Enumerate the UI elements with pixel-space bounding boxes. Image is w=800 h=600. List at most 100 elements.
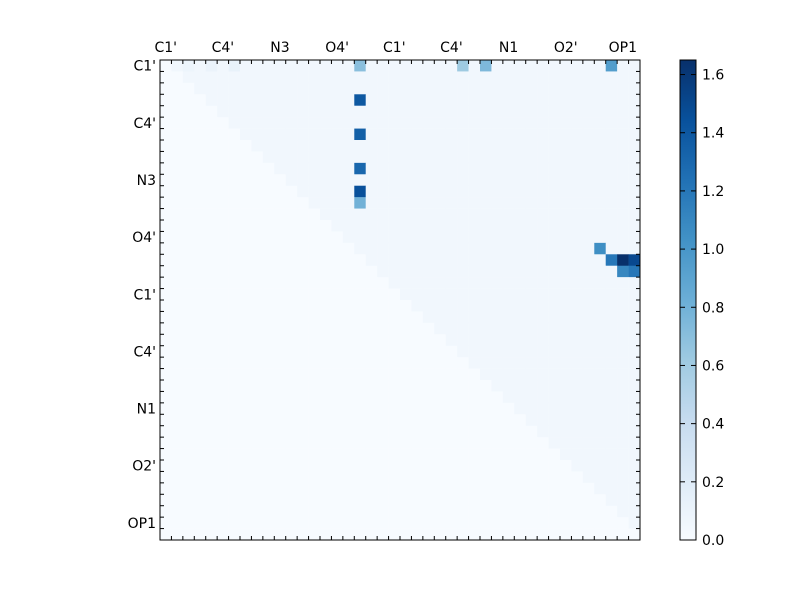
heatmap-cell bbox=[502, 220, 515, 232]
heatmap-cell bbox=[240, 277, 252, 289]
heatmap-cell bbox=[525, 402, 538, 415]
heatmap-cell bbox=[262, 82, 275, 95]
heatmap-cell bbox=[228, 82, 241, 95]
heatmap-cell bbox=[228, 140, 241, 152]
heatmap-cell bbox=[605, 277, 618, 289]
heatmap-cell bbox=[274, 231, 287, 244]
heatmap-cell bbox=[377, 357, 389, 369]
heatmap-cell bbox=[445, 94, 458, 107]
heatmap-cell bbox=[217, 288, 229, 301]
heatmap-cell bbox=[308, 174, 321, 187]
heatmap-cell bbox=[445, 185, 458, 198]
heatmap-cell bbox=[400, 437, 412, 449]
heatmap-cell bbox=[160, 105, 172, 118]
heatmap-cell bbox=[251, 231, 264, 244]
heatmap-cell bbox=[308, 357, 321, 369]
heatmap-cell bbox=[480, 437, 492, 449]
heatmap-cell bbox=[457, 231, 469, 244]
heatmap-cell bbox=[274, 220, 287, 232]
heatmap-cell bbox=[354, 322, 367, 335]
heatmap-cell bbox=[171, 208, 184, 221]
heatmap-cell bbox=[217, 94, 229, 107]
heatmap-cell bbox=[251, 402, 264, 415]
heatmap-cell bbox=[411, 437, 424, 449]
heatmap-cell bbox=[491, 334, 504, 347]
heatmap-cell bbox=[194, 357, 207, 369]
heatmap-cell bbox=[468, 322, 481, 335]
heatmap-cell bbox=[377, 528, 389, 541]
heatmap-cell bbox=[365, 277, 378, 289]
heatmap-cell bbox=[217, 528, 229, 541]
heatmap-cell bbox=[160, 357, 172, 369]
heatmap-cell bbox=[468, 300, 481, 312]
heatmap-cell bbox=[525, 448, 538, 461]
heatmap-cell bbox=[434, 380, 447, 392]
heatmap-cell bbox=[205, 140, 218, 152]
heatmap-cell bbox=[502, 231, 515, 244]
heatmap-cell bbox=[605, 220, 618, 232]
heatmap-cell bbox=[262, 94, 275, 107]
heatmap-cell bbox=[365, 197, 378, 209]
heatmap-cell bbox=[457, 140, 469, 152]
heatmap-cell bbox=[537, 288, 549, 301]
heatmap-cell bbox=[285, 117, 298, 129]
heatmap-cell bbox=[514, 60, 527, 72]
heatmap-cell bbox=[400, 334, 412, 347]
heatmap-cell bbox=[411, 517, 424, 529]
heatmap-cell bbox=[388, 391, 401, 404]
heatmap-cell bbox=[205, 208, 218, 221]
heatmap-cell bbox=[251, 391, 264, 404]
heatmap-cell bbox=[491, 174, 504, 187]
heatmap-cell bbox=[548, 494, 561, 507]
heatmap-cell bbox=[285, 162, 298, 175]
heatmap-cell bbox=[262, 71, 275, 84]
heatmap-cell bbox=[354, 197, 367, 209]
heatmap-cell bbox=[365, 242, 378, 255]
heatmap-cell bbox=[514, 528, 527, 541]
heatmap-cell bbox=[297, 345, 309, 358]
heatmap-cell bbox=[251, 311, 264, 324]
heatmap-cell bbox=[354, 528, 367, 541]
heatmap-cell bbox=[331, 448, 344, 461]
heatmap-cell bbox=[240, 82, 252, 95]
heatmap-cell bbox=[457, 334, 469, 347]
heatmap-cell bbox=[491, 208, 504, 221]
heatmap-cell bbox=[571, 220, 584, 232]
heatmap-cell bbox=[571, 105, 584, 118]
heatmap-cell bbox=[445, 357, 458, 369]
heatmap-cell bbox=[617, 288, 629, 301]
heatmap-cell bbox=[285, 357, 298, 369]
heatmap-cell bbox=[365, 300, 378, 312]
heatmap-cell bbox=[365, 402, 378, 415]
heatmap-cell bbox=[171, 71, 184, 84]
heatmap-cell bbox=[308, 402, 321, 415]
heatmap-cell bbox=[537, 448, 549, 461]
heatmap-cell bbox=[342, 105, 355, 118]
heatmap-cell bbox=[217, 174, 229, 187]
heatmap-cell bbox=[537, 517, 549, 529]
heatmap-cell bbox=[354, 517, 367, 529]
heatmap-cell bbox=[617, 311, 629, 324]
heatmap-cell bbox=[411, 197, 424, 209]
heatmap-cell bbox=[194, 254, 207, 267]
heatmap-cell bbox=[342, 277, 355, 289]
heatmap-cell bbox=[194, 197, 207, 209]
heatmap-cell bbox=[228, 197, 241, 209]
heatmap-cell bbox=[594, 231, 607, 244]
heatmap-cell bbox=[205, 334, 218, 347]
heatmap-cell bbox=[217, 482, 229, 495]
heatmap-cell bbox=[342, 322, 355, 335]
heatmap-cell bbox=[365, 494, 378, 507]
heatmap-cell bbox=[342, 174, 355, 187]
heatmap-cell bbox=[571, 300, 584, 312]
heatmap-cell bbox=[617, 162, 629, 175]
heatmap-cell bbox=[240, 402, 252, 415]
heatmap-cell bbox=[194, 128, 207, 141]
heatmap-cell bbox=[171, 254, 184, 267]
heatmap-cell bbox=[594, 82, 607, 95]
heatmap-cell bbox=[582, 334, 595, 347]
heatmap-cell bbox=[160, 414, 172, 427]
heatmap-cell bbox=[342, 414, 355, 427]
heatmap-cell bbox=[354, 334, 367, 347]
heatmap-cell bbox=[594, 425, 607, 438]
